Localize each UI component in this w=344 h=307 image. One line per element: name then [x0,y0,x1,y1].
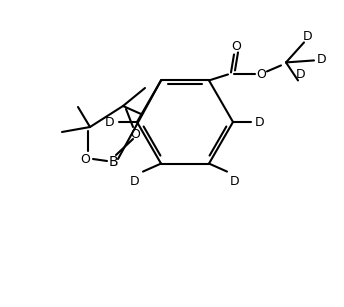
Text: O: O [231,40,241,53]
Text: D: D [105,115,115,129]
Text: O: O [80,153,90,165]
Text: D: D [230,175,240,188]
Text: D: D [296,68,306,81]
Text: D: D [255,115,265,129]
Text: O: O [130,127,140,141]
Text: D: D [130,175,140,188]
Text: D: D [303,30,313,43]
Text: D: D [317,53,327,66]
Text: B: B [108,155,118,169]
Text: O: O [256,68,266,81]
